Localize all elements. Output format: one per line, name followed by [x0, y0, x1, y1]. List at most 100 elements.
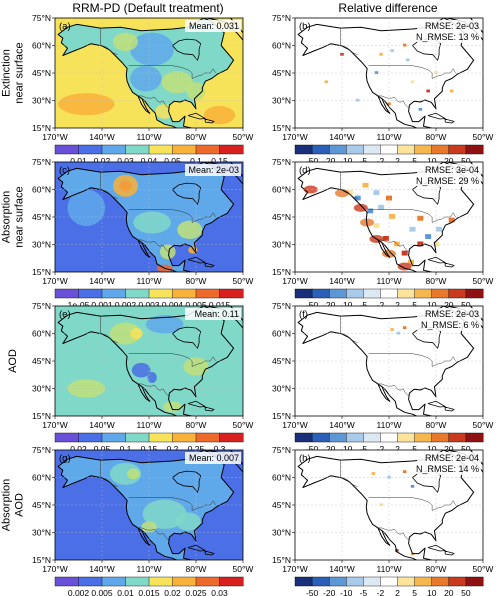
column-title-left: RRM-PD (Default treatment) [72, 1, 223, 15]
lon-tick-label: 80°W [186, 420, 207, 430]
coastline-hispaniola [444, 550, 455, 556]
field-contour-region [155, 104, 175, 119]
row-label: AOD [7, 349, 19, 373]
stat-text: RMSE: 2e-03 [425, 309, 479, 319]
colorbar-swatch [125, 576, 150, 587]
lon-tick-label: 110°W [377, 132, 402, 142]
colorbar-swatch [78, 576, 103, 587]
stat-box [185, 308, 241, 320]
colorbar-tick-label: 0.04 [141, 156, 158, 166]
colorbar-tick-label: 0.004 [162, 300, 184, 310]
coastline-hudson-bay [172, 326, 202, 349]
colorbar-swatch [148, 288, 173, 299]
lat-tick-label: 15°N [32, 123, 51, 133]
lon-tick-label: 80°W [186, 564, 207, 574]
lat-tick-label: 15°N [32, 555, 51, 565]
colorbar-swatch [380, 144, 399, 155]
lat-tick-label: 30°N [32, 240, 51, 250]
lat-tick-label: 60°N [272, 185, 291, 195]
diff-cell [355, 98, 360, 102]
field-contour-region [58, 93, 115, 116]
colorbar-tick-label: 0.01 [70, 156, 87, 166]
lat-tick-label: 30°N [32, 528, 51, 538]
colorbar-swatch [380, 288, 399, 299]
stat-box [417, 20, 481, 43]
colorbar-tick-label: 0.003 [138, 300, 160, 310]
colorbar-swatch [414, 576, 433, 587]
gridlines [295, 306, 483, 416]
diff-cell [371, 472, 376, 475]
colorbar-swatch [328, 432, 347, 443]
colorbar-swatch [397, 288, 416, 299]
diff-cell [390, 328, 394, 331]
gridlines [55, 18, 243, 128]
field-contour-region [161, 71, 193, 94]
gridlines [55, 450, 243, 560]
colorbar-tick-label: 0.02 [164, 588, 181, 596]
border-alaska [340, 27, 358, 55]
lat-tick-label: 15°N [272, 411, 291, 421]
borders [100, 27, 217, 109]
colorbar-f: -50 -20 -10 -5 -2 2 5 10 20 50 [294, 432, 484, 454]
lat-tick-label: 30°N [32, 96, 51, 106]
lon-tick-label: 110°W [377, 276, 402, 286]
map-area [55, 162, 243, 272]
lat-tick-label: 60°N [272, 329, 291, 339]
map-area [55, 450, 243, 560]
lat-tick-label: 75°N [272, 157, 291, 167]
lat-tick-label: 30°N [272, 528, 291, 538]
lat-tick-label: 60°N [32, 41, 51, 51]
colorbar-swatch [431, 432, 450, 443]
colorbar-swatch [78, 432, 103, 443]
lon-tick-label: 80°W [426, 276, 447, 286]
colorbar-e: 0.02 0.05 0.1 0.15 0.2 0.25 0.3 [54, 432, 244, 454]
borders [100, 459, 217, 541]
field-contour-region [130, 65, 162, 92]
coastline-baja [137, 527, 151, 546]
lon-tick-label: 110°W [377, 420, 402, 430]
coastline-hispaniola [204, 550, 215, 556]
colorbar-tick-label: 1e-05 [68, 300, 90, 310]
colorbar-tick-label: 0.15 [141, 444, 158, 454]
colorbar-swatch [195, 432, 220, 443]
lat-tick-label: 60°N [272, 41, 291, 51]
colorbar-swatch [172, 432, 197, 443]
colorbar-tick-label: 10 [427, 300, 437, 310]
diff-cell [379, 52, 383, 56]
colorbar-tick-label: 0.03 [117, 156, 134, 166]
panel-label: (d) [299, 165, 311, 176]
colorbar-tick-label: 5 [412, 156, 417, 166]
colorbar-swatch [431, 288, 450, 299]
column-title-right: Relative difference [338, 1, 437, 15]
diff-cell [449, 89, 454, 93]
lon-tick-label: 140°W [89, 420, 115, 430]
borders [340, 459, 457, 541]
border-alaska [100, 27, 118, 55]
colorbar-swatch [431, 576, 450, 587]
colorbar-swatch [294, 288, 313, 299]
coastline-cuba [187, 256, 206, 264]
colorbar-swatch [195, 288, 220, 299]
lon-tick-label: 50°W [233, 276, 254, 286]
colorbar-swatch [311, 432, 330, 443]
field-contour-region [163, 401, 182, 413]
lon-tick-label: 170°W [282, 564, 308, 574]
diff-cell [402, 326, 407, 330]
colorbar-tick-label: -50 [306, 300, 319, 310]
colorbar-tick-label: -10 [340, 156, 353, 166]
colorbar-tick-label: 0.1 [190, 156, 202, 166]
colorbar-swatch [101, 576, 126, 587]
border-alaska [340, 171, 358, 199]
colorbar-tick-label: 50 [461, 300, 471, 310]
colorbar-tick-label: 0.25 [188, 444, 205, 454]
border-us-canada [128, 353, 217, 367]
colorbar-tick-label: 0.05 [164, 156, 181, 166]
lon-tick-label: 110°W [377, 564, 402, 574]
lat-tick-label: 30°N [272, 384, 291, 394]
diff-cell [401, 250, 408, 256]
colorbar-swatch [311, 144, 330, 155]
colorbar-swatch [431, 144, 450, 155]
border-us-canada [368, 353, 457, 367]
